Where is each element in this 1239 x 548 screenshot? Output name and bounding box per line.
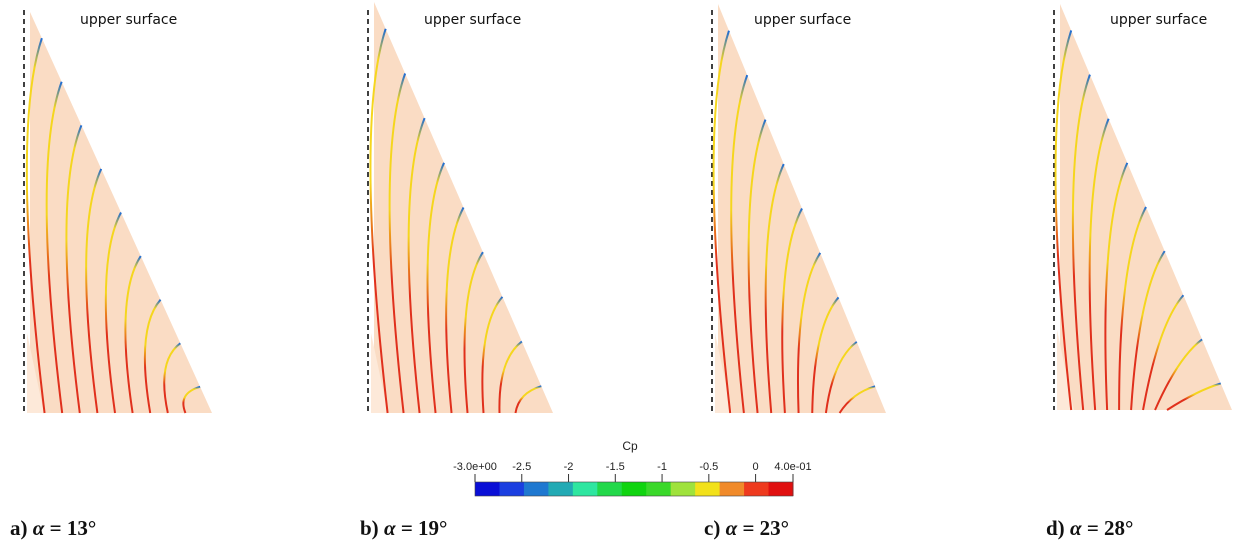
- surface-label-a: upper surface: [80, 12, 177, 28]
- colorbar-tick-label: -0.5: [699, 461, 718, 473]
- colorbar-tick-label: 4.0e-01: [774, 461, 811, 473]
- wing-plot-b: [340, 0, 650, 430]
- caption-d-symbol: α: [1070, 516, 1082, 540]
- colorbar-band: [695, 482, 720, 496]
- caption-b: b) α = 19°: [360, 516, 447, 541]
- colorbar-band: [548, 482, 573, 496]
- colorbar-band: [597, 482, 622, 496]
- caption-d-prefix: d): [1046, 516, 1065, 540]
- colorbar-band: [475, 482, 500, 496]
- caption-c-prefix: c): [704, 516, 720, 540]
- panel-b: upper surface: [340, 0, 650, 430]
- colorbar-band: [671, 482, 696, 496]
- surface-label-b: upper surface: [424, 12, 521, 28]
- caption-c-symbol: α: [726, 516, 738, 540]
- colorbar-band: [720, 482, 745, 496]
- caption-d-value: = 28°: [1087, 516, 1134, 540]
- colorbar-band: [573, 482, 598, 496]
- colorbar-band: [744, 482, 769, 496]
- caption-a: a) α = 13°: [10, 516, 96, 541]
- panel-a: upper surface: [0, 0, 310, 430]
- caption-c: c) α = 23°: [704, 516, 789, 541]
- caption-b-prefix: b): [360, 516, 379, 540]
- colorbar-band: [646, 482, 671, 496]
- caption-b-symbol: α: [384, 516, 396, 540]
- wing-plot-c: [684, 0, 994, 430]
- wing-plot-d: [1030, 0, 1239, 430]
- panel-d: upper surface: [1030, 0, 1239, 430]
- colorbar-band: [622, 482, 647, 496]
- colorbar-tick-label: -1.5: [606, 461, 625, 473]
- wing-plot-a: [0, 0, 310, 430]
- surface-label-d: upper surface: [1110, 12, 1207, 28]
- colorbar-band: [524, 482, 549, 496]
- cp-colorbar: Cp -3.0e+00 -2.5 -2 -1.5 -1 -0.5 0 4.0e-01: [440, 438, 820, 508]
- colorbar-tick-label: -2.5: [512, 461, 531, 473]
- colorbar-band: [499, 482, 524, 496]
- caption-c-value: = 23°: [742, 516, 789, 540]
- colorbar-tick-label: -2: [564, 461, 574, 473]
- colorbar-tick-label: -3.0e+00: [453, 461, 497, 473]
- surface-label-c: upper surface: [754, 12, 851, 28]
- panel-c: upper surface: [684, 0, 994, 430]
- colorbar-graphic: Cp -3.0e+00 -2.5 -2 -1.5 -1 -0.5 0 4.0e-01: [440, 438, 820, 508]
- caption-b-value: = 19°: [401, 516, 448, 540]
- colorbar-tick-label: -1: [657, 461, 667, 473]
- caption-a-value: = 13°: [50, 516, 97, 540]
- colorbar-band: [769, 482, 794, 496]
- caption-a-symbol: α: [33, 516, 45, 540]
- colorbar-tick-label: 0: [753, 461, 759, 473]
- caption-d: d) α = 28°: [1046, 516, 1133, 541]
- colorbar-title: Cp: [622, 439, 638, 453]
- caption-a-prefix: a): [10, 516, 28, 540]
